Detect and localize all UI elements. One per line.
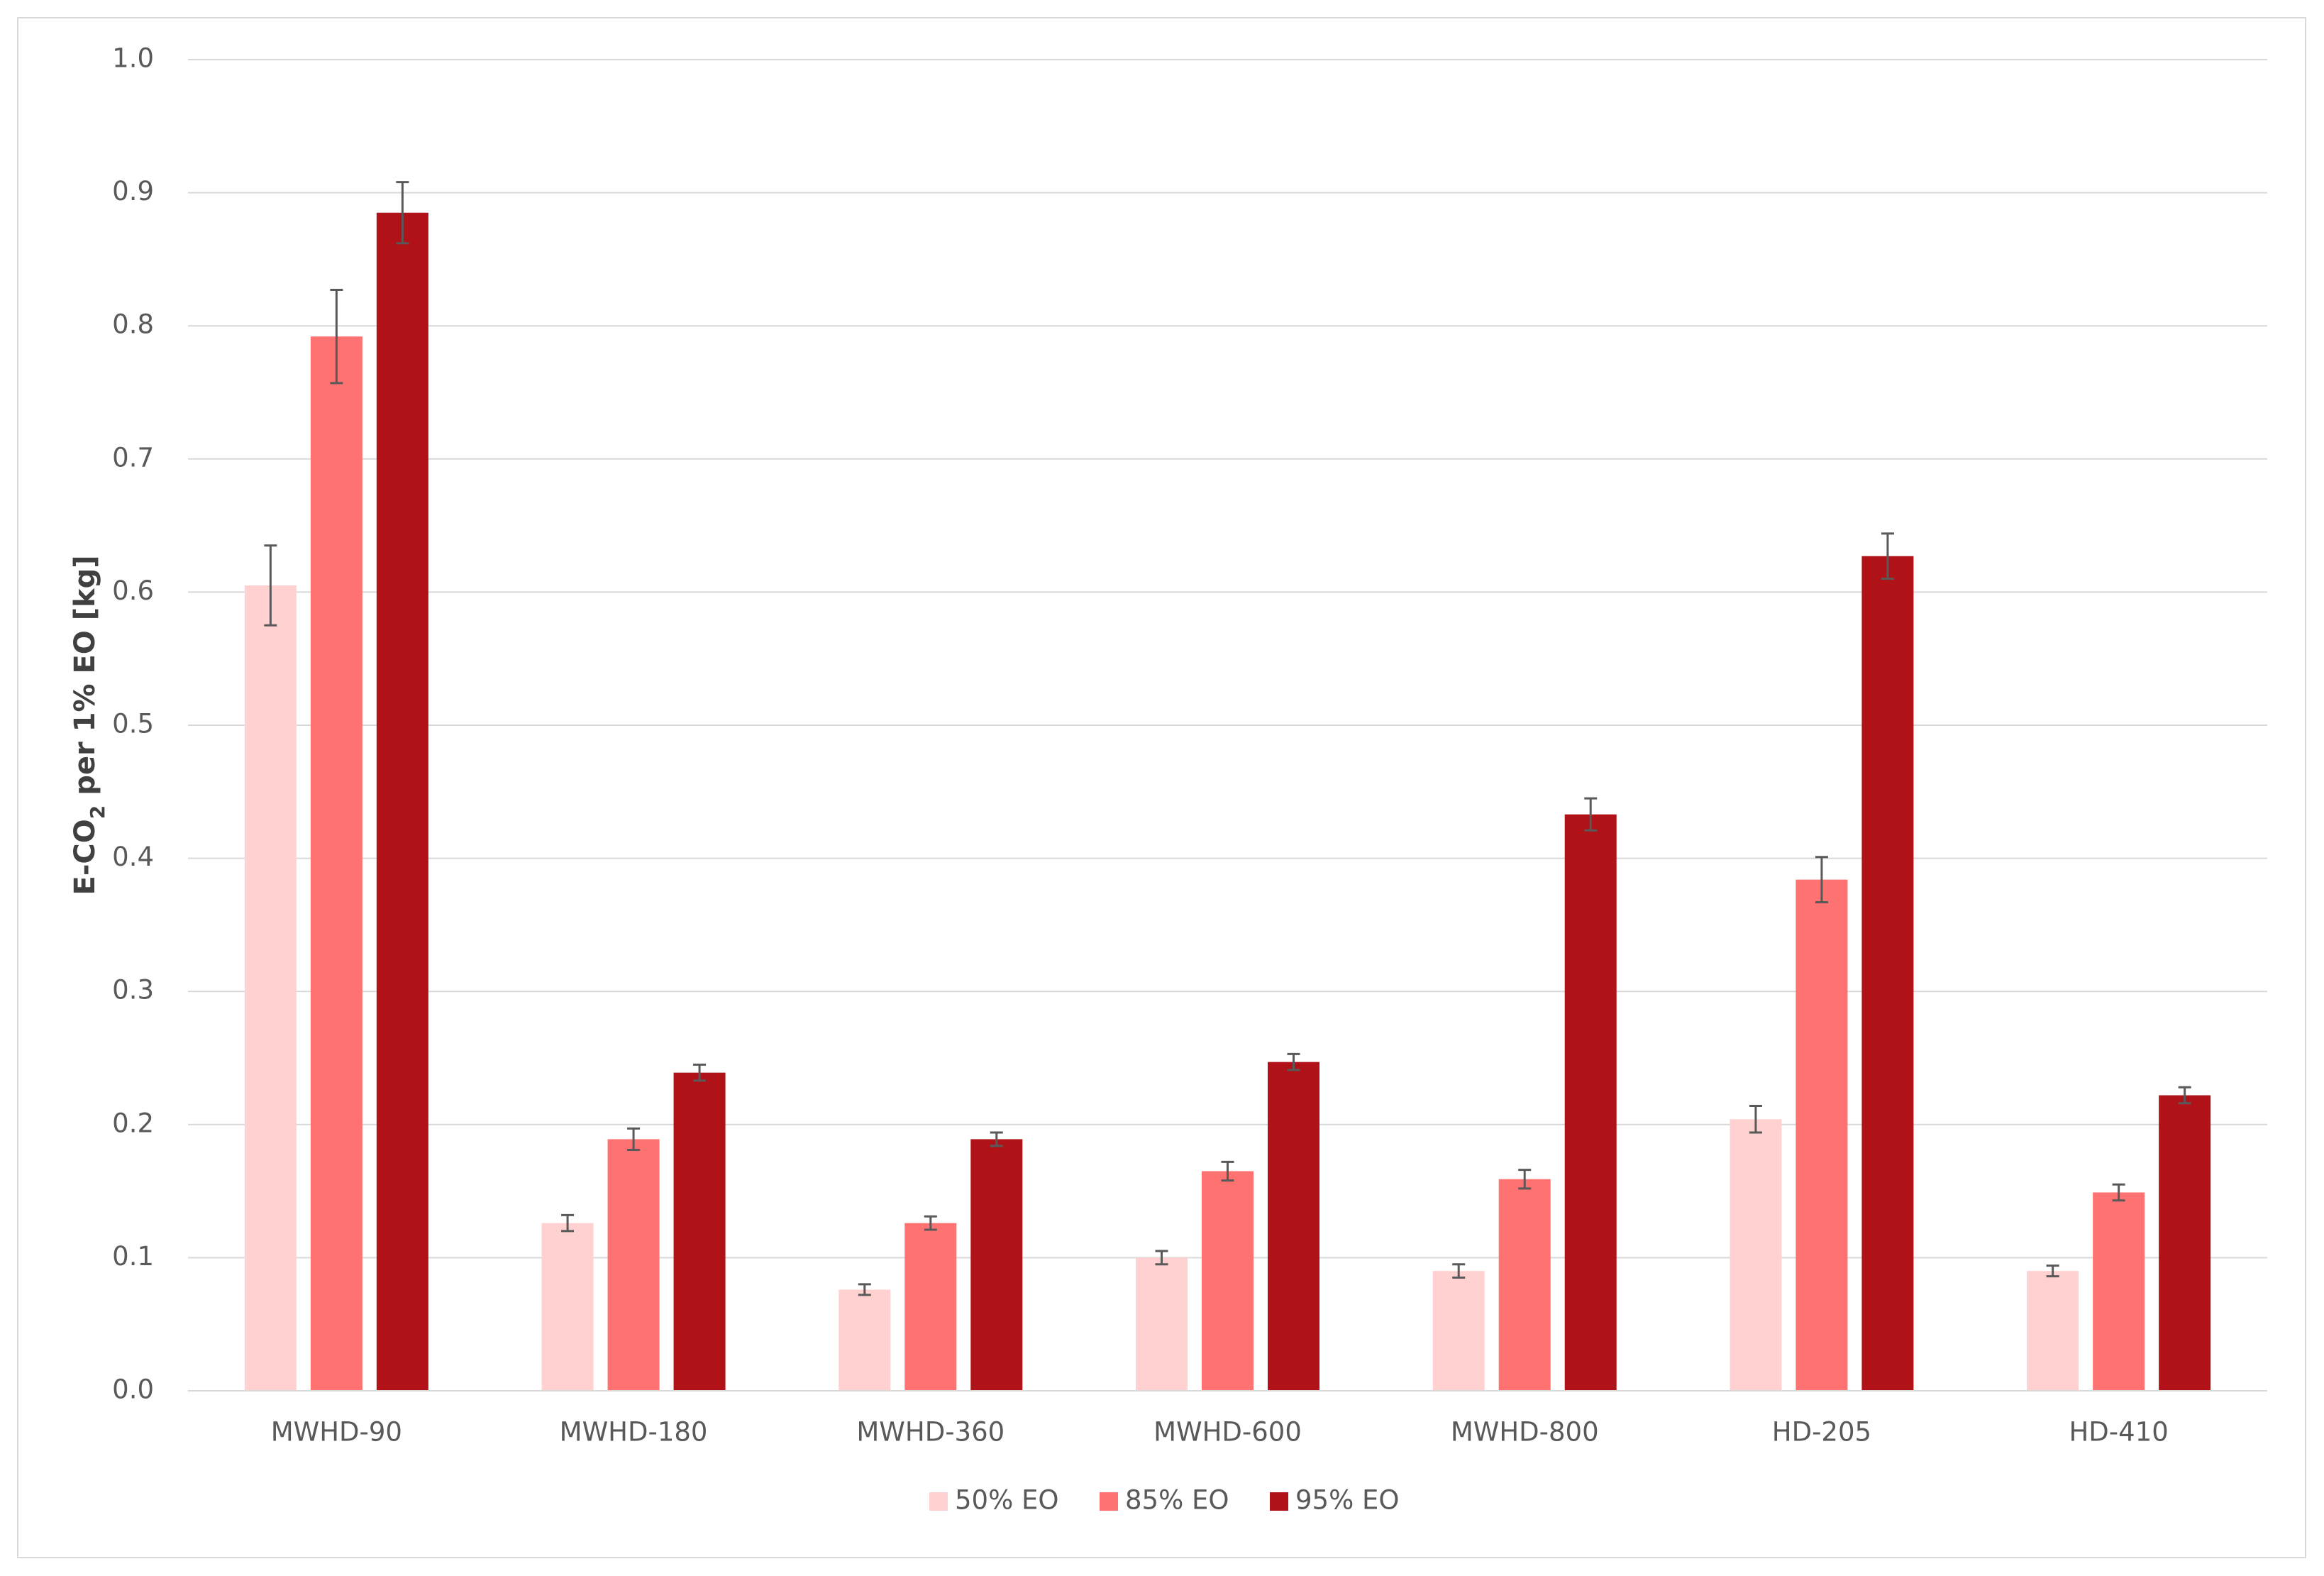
y-tick-label: 0.7 (112, 442, 154, 473)
error-bar (924, 1215, 937, 1231)
y-tick-label: 1.0 (112, 43, 154, 74)
bar (1268, 1062, 1319, 1391)
error-bar (1881, 532, 1894, 580)
legend-label: 95% EO (1295, 1485, 1400, 1516)
bar (2159, 1095, 2211, 1391)
error-bar (1221, 1160, 1234, 1182)
bar (607, 1139, 660, 1391)
y-tick-label: 0.5 (112, 709, 154, 739)
bar (2093, 1192, 2145, 1391)
x-tick-label: HD-410 (2069, 1417, 2168, 1448)
error-bar (1749, 1105, 1762, 1134)
x-tick-label: MWHD-800 (1451, 1417, 1599, 1448)
error-bar (990, 1131, 1003, 1147)
error-bar (693, 1063, 707, 1082)
bar (839, 1289, 891, 1391)
error-bar (1287, 1052, 1300, 1071)
error-bar (1584, 797, 1598, 832)
y-axis-title: E-CO2 per 1% EO [kg] (69, 555, 109, 895)
error-bar (2112, 1183, 2125, 1202)
bar (1861, 556, 1914, 1391)
y-tick-label: 0.9 (112, 176, 154, 206)
y-axis-title-part: E-CO (69, 819, 101, 895)
bar (1136, 1257, 1188, 1391)
y-tick-label: 0.8 (112, 309, 154, 340)
legend-label: 50% EO (955, 1485, 1059, 1516)
x-tick-label: MWHD-600 (1153, 1417, 1302, 1448)
y-axis-title-part: per 1% EO [kg] (69, 555, 101, 805)
bar (904, 1223, 957, 1391)
error-bar (858, 1283, 871, 1296)
bar (1795, 879, 1848, 1391)
y-tick-label: 0.0 (112, 1374, 154, 1405)
y-tick-label: 0.6 (112, 575, 154, 606)
y-tick-label: 0.3 (112, 975, 154, 1005)
bar (1202, 1171, 1254, 1391)
y-tick-label: 0.1 (112, 1241, 154, 1272)
y-axis-title-sub: 2 (86, 805, 109, 819)
error-bar (1518, 1169, 1532, 1190)
error-bar (396, 181, 409, 245)
bar (2027, 1271, 2079, 1391)
bar (673, 1072, 726, 1391)
bar (970, 1139, 1023, 1391)
error-bar (2178, 1086, 2191, 1105)
error-bar (330, 289, 343, 385)
x-tick-label: MWHD-90 (271, 1417, 402, 1448)
error-bar (1815, 856, 1828, 904)
bar (310, 336, 363, 1391)
bar (376, 212, 428, 1391)
error-bar (1155, 1250, 1168, 1266)
legend-swatch (1270, 1492, 1288, 1511)
bar (244, 585, 297, 1391)
error-bar (2046, 1264, 2059, 1278)
bar (541, 1223, 594, 1391)
legend-swatch (1100, 1492, 1118, 1511)
x-tick-label: MWHD-180 (560, 1417, 708, 1448)
error-bar (264, 544, 277, 627)
error-bar (1452, 1263, 1466, 1279)
error-bar (561, 1213, 575, 1233)
legend-swatch (929, 1492, 948, 1511)
error-bar (627, 1127, 641, 1151)
bar (1564, 814, 1617, 1391)
x-tick-label: HD-205 (1772, 1417, 1871, 1448)
x-tick-label: MWHD-360 (856, 1417, 1005, 1448)
y-tick-label: 0.4 (112, 842, 154, 872)
bar (1498, 1179, 1551, 1391)
y-tick-label: 0.2 (112, 1108, 154, 1138)
bar (1432, 1271, 1485, 1391)
bar (1730, 1119, 1782, 1391)
legend-label: 85% EO (1125, 1485, 1229, 1516)
